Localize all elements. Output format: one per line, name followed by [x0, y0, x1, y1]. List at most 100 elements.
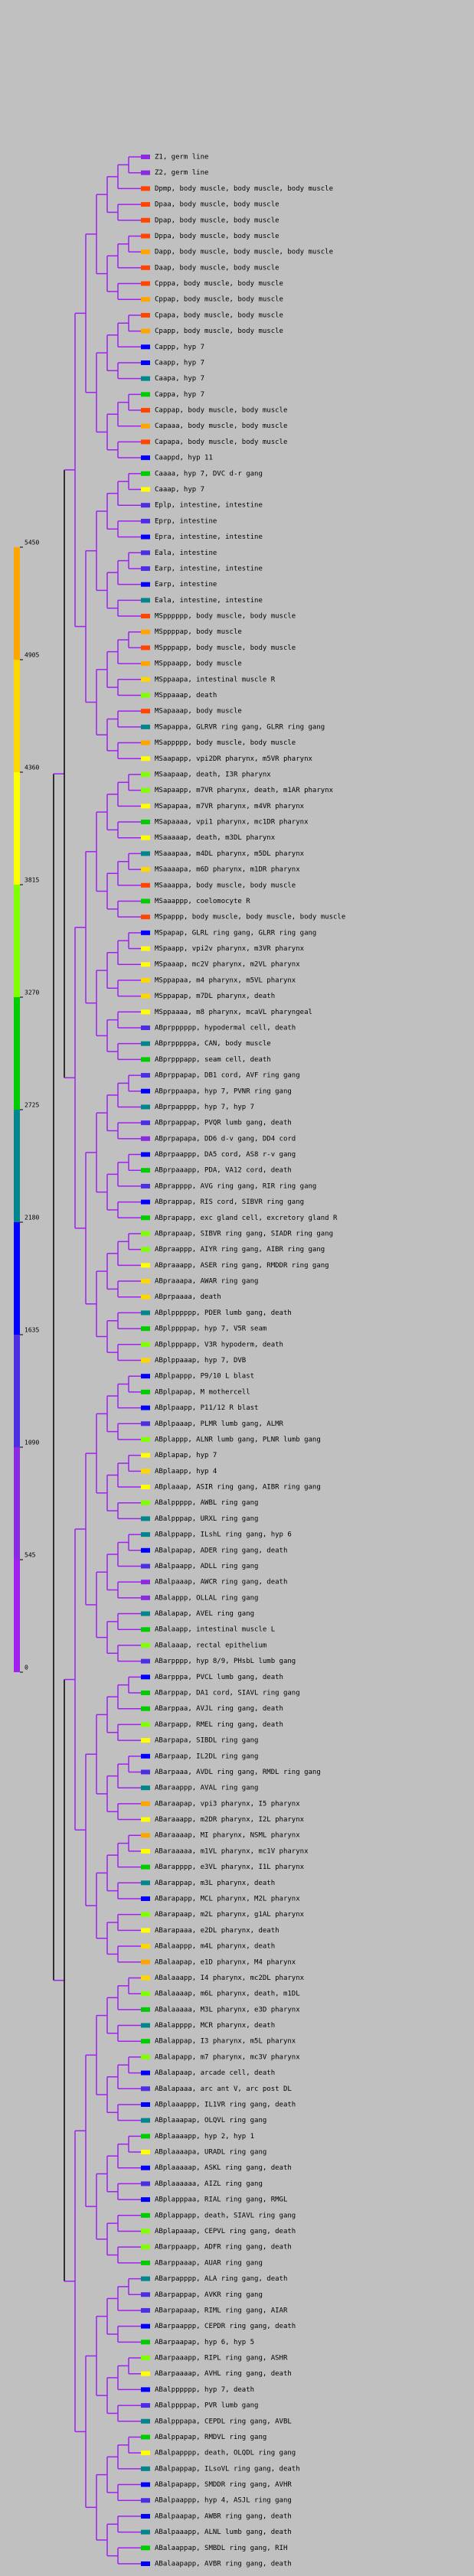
- leaf-label: Cappa, hyp 7: [155, 391, 204, 399]
- leaf-marker: [141, 1025, 150, 1030]
- leaf-marker: [141, 1389, 150, 1394]
- leaf-marker: [141, 1801, 150, 1806]
- legend-tick-label: 2725: [25, 1102, 39, 1109]
- legend-tick-label: 0: [25, 1665, 28, 1671]
- leaf-label: ABprpppapp, seam cell, death: [155, 1056, 271, 1064]
- leaf-marker: [141, 804, 150, 809]
- leaf-marker: [141, 851, 150, 856]
- leaf-marker: [141, 1611, 150, 1616]
- leaf-marker: [141, 1136, 150, 1141]
- leaf-marker: [141, 2086, 150, 2092]
- leaf-label: ABarapppp, e3VL pharynx, I1L pharynx: [155, 1864, 305, 1871]
- leaf-label: ABprpaaaa, death: [155, 1293, 221, 1301]
- leaf-label: MSaaaaap, death, m3DL pharynx: [155, 834, 276, 842]
- leaf-marker: [141, 1642, 150, 1648]
- leaf-label: ABaraappp, AVAL ring gang: [155, 1785, 258, 1792]
- leaf-marker: [141, 724, 150, 729]
- leaf-marker: [141, 1864, 150, 1870]
- leaf-label: ABalpaapp, ADLL ring gang: [155, 1563, 258, 1570]
- leaf-label: ABprapapp, exc gland cell, excretory gla…: [155, 1215, 338, 1222]
- leaf-marker: [141, 1532, 150, 1537]
- leaf-marker: [141, 1753, 150, 1759]
- leaf-marker: [141, 1342, 150, 1347]
- legend-segment: [14, 1110, 20, 1222]
- leaf-marker: [141, 1057, 150, 1062]
- leaf-marker: [141, 1595, 150, 1600]
- leaf-marker: [141, 1247, 150, 1252]
- leaf-label: ABarappap, m3L pharynx, death: [155, 1880, 275, 1887]
- leaf-label: ABalaapapp, AVBR ring gang, death: [155, 2561, 292, 2568]
- leaf-marker: [141, 503, 150, 508]
- leaf-label: ABarpaaapp, RIPL ring gang, ASHR: [155, 2355, 288, 2362]
- leaf-label: MSpaapp, vpi2v pharynx, m3VR pharynx: [155, 945, 305, 953]
- leaf-marker: [141, 518, 150, 523]
- leaf-label: Dapp, body muscle, body muscle, body mus…: [155, 249, 333, 256]
- leaf-label: ABplaaaaap, ASKL ring gang, death: [155, 2164, 292, 2172]
- legend-segment: [14, 1222, 20, 1335]
- leaf-label: Cpppa, body muscle, body muscle: [155, 280, 283, 288]
- leaf-label: Earp, intestine, intestine: [155, 565, 263, 572]
- leaf-marker: [141, 281, 150, 286]
- leaf-marker: [141, 756, 150, 761]
- leaf-marker: [141, 1928, 150, 1933]
- legend-tick-label: 1090: [25, 1440, 39, 1446]
- leaf-label: ABprpaappp, DA5 cord, AS8 r-v gang: [155, 1151, 296, 1159]
- leaf-marker: [141, 1848, 150, 1854]
- leaf-label: Eala, intestine, intestine: [155, 597, 263, 605]
- leaf-marker: [141, 2356, 150, 2361]
- leaf-label: Cppap, body muscle, body muscle: [155, 296, 283, 304]
- leaf-label: ABarppaapp, ADFR ring gang, death: [155, 2244, 292, 2252]
- leaf-label: ABarpaapap, hyp 6, hyp 5: [155, 2339, 254, 2346]
- leaf-label: ABalaappap, SMBDL ring gang, RIH: [155, 2545, 287, 2552]
- leaf-label: ABarpapppp, ALA ring gang, death: [155, 2275, 287, 2283]
- legend-segment: [14, 547, 20, 660]
- leaf-label: ABalaaapp, I4 pharynx, mc2DL pharynx: [155, 1974, 305, 1982]
- leaf-marker: [141, 930, 150, 935]
- leaf-label: ABarpapa, SIBDL ring gang: [155, 1737, 258, 1745]
- leaf-marker: [141, 2165, 150, 2170]
- legend-segment: [14, 885, 20, 997]
- leaf-label: Capapa, body muscle, body muscle: [155, 439, 287, 446]
- leaf-label: ABprppapap, DB1 cord, AVF ring gang: [155, 1072, 300, 1080]
- leaf-marker: [141, 1627, 150, 1632]
- leaf-label: ABarppap, DA1 cord, SIAVL ring gang: [155, 1690, 300, 1697]
- leaf-marker: [141, 1580, 150, 1585]
- leaf-label: Eala, intestine: [155, 549, 217, 557]
- leaf-marker: [141, 1374, 150, 1379]
- leaf-marker: [141, 867, 150, 872]
- leaf-label: ABplpppppp, PDER lumb gang, death: [155, 1309, 292, 1317]
- leaf-label: Z2, germ line: [155, 169, 208, 177]
- leaf-label: Caapa, hyp 7: [155, 375, 204, 383]
- leaf-label: ABaraaaap, MI pharynx, NSML pharynx: [155, 1832, 300, 1840]
- leaf-marker: [141, 661, 150, 667]
- leaf-marker: [141, 1896, 150, 1901]
- leaf-label: ABalppapp, ILshL ring gang, hyp 6: [155, 1531, 292, 1539]
- leaf-label: Caapp, hyp 7: [155, 359, 204, 367]
- leaf-label: ABplpappp, P9/10 L blast: [155, 1373, 254, 1381]
- leaf-marker: [141, 1658, 150, 1664]
- leaf-marker: [141, 2007, 150, 2012]
- leaf-marker: [141, 1358, 150, 1363]
- leaf-label: ABarpappap, AVKR ring gang: [155, 2291, 263, 2299]
- leaf-marker: [141, 835, 150, 840]
- leaf-marker: [141, 1405, 150, 1410]
- leaf-marker: [141, 2561, 150, 2566]
- leaf-label: ABprpppppp, hypodermal cell, death: [155, 1024, 296, 1032]
- leaf-label: ABplpapap, M mothercell: [155, 1388, 250, 1396]
- leaf-label: ABplaaaapa, URADL ring gang: [155, 2149, 266, 2157]
- leaf-marker: [141, 186, 150, 191]
- leaf-label: ABalpapppp, death, OLQDL ring gang: [155, 2450, 296, 2457]
- leaf-label: ABalpaappp, hyp 4, ASJL ring gang: [155, 2497, 292, 2505]
- leaf-label: ABalpapap, ADER ring gang, death: [155, 1547, 287, 1554]
- leaf-marker: [141, 2466, 150, 2471]
- leaf-label: ABarapapp, MCL pharynx, M2L pharynx: [155, 1895, 300, 1903]
- leaf-label: ABalaappp, m4L pharynx, death: [155, 1943, 275, 1951]
- leaf-label: ABalpapapp, SMDDR ring gang, AVHR: [155, 2481, 292, 2489]
- leaf-label: ABarpaap, IL2DL ring gang: [155, 1753, 258, 1760]
- leaf-marker: [141, 1436, 150, 1442]
- leaf-label: ABprpaaapp, PDA, VA12 cord, death: [155, 1167, 292, 1175]
- leaf-label: ABalpaaapp, ALNL lumb gang, death: [155, 2529, 292, 2536]
- leaf-marker: [141, 2482, 150, 2487]
